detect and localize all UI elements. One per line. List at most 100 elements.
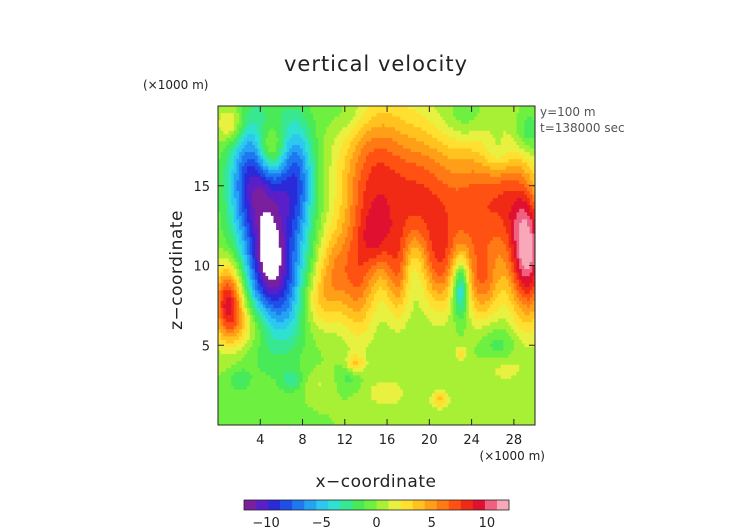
heatmap-cell (484, 201, 488, 206)
heatmap-cell (294, 155, 298, 160)
heatmap-cell (371, 127, 375, 132)
heatmap-cell (291, 134, 296, 139)
heatmap-cell (368, 237, 372, 242)
heatmap-cell (479, 141, 483, 146)
heatmap-cell (291, 205, 296, 210)
heatmap-cell (455, 215, 459, 220)
heatmap-cell (384, 198, 388, 203)
heatmap-cell (318, 208, 322, 213)
heatmap-cell (299, 169, 303, 174)
heatmap-cell (278, 120, 282, 125)
heatmap-cell (358, 155, 362, 160)
heatmap-cell (524, 205, 528, 210)
heatmap-cell (305, 162, 309, 167)
heatmap-cell (521, 166, 525, 171)
heatmap-cell (262, 251, 266, 256)
heatmap-cell (268, 137, 272, 142)
heatmap-cell (273, 240, 277, 245)
heatmap-cell (313, 187, 317, 192)
heatmap-cell (260, 205, 264, 210)
heatmap-cell (233, 144, 237, 149)
heatmap-cell (500, 233, 504, 238)
heatmap-cell (276, 134, 280, 139)
heatmap-cell (498, 130, 502, 135)
heatmap-cell (445, 222, 449, 227)
heatmap-cell (223, 194, 227, 199)
heatmap-cell (373, 155, 377, 160)
heatmap-cell (244, 194, 248, 199)
heatmap-cell (360, 152, 364, 157)
heatmap-cell (307, 144, 311, 149)
heatmap-cell (289, 191, 293, 196)
heatmap-cell (405, 201, 409, 206)
heatmap-cell (368, 106, 372, 110)
heatmap-cell (463, 113, 467, 118)
heatmap-cell (363, 191, 367, 196)
heatmap-cell (260, 169, 264, 174)
heatmap-cell (289, 180, 293, 185)
heatmap-cell (257, 137, 261, 142)
heatmap-cell (527, 113, 531, 118)
heatmap-cell (439, 152, 443, 157)
heatmap-cell (352, 141, 356, 146)
heatmap-cell (429, 155, 433, 160)
heatmap-cell (315, 130, 319, 135)
heatmap-cell (371, 183, 375, 188)
heatmap-cell (244, 251, 248, 256)
heatmap-cell (487, 120, 491, 125)
heatmap-cell (218, 240, 222, 245)
heatmap-cell (373, 162, 377, 167)
heatmap-cell (384, 141, 388, 146)
heatmap-cell (426, 155, 430, 160)
heatmap-cell (347, 208, 351, 213)
heatmap-cell (379, 230, 383, 234)
heatmap-cell (437, 152, 441, 157)
heatmap-cell (371, 187, 375, 192)
heatmap-cell (381, 106, 385, 110)
heatmap-cell (249, 166, 253, 171)
y-unit-label: (×1000 m) (143, 78, 208, 92)
heatmap-cell (468, 201, 472, 206)
heatmap-cell (410, 205, 414, 210)
heatmap-cell (249, 141, 253, 146)
heatmap-cell (500, 191, 504, 196)
heatmap-cell (233, 187, 237, 192)
heatmap-cell (262, 137, 266, 142)
heatmap-cell (273, 180, 277, 185)
heatmap-cell (373, 237, 377, 242)
heatmap-cell (276, 166, 280, 171)
heatmap-cell (471, 237, 475, 242)
heatmap-cell (270, 106, 274, 110)
heatmap-cell (387, 173, 391, 178)
heatmap-cell (252, 219, 256, 224)
heatmap-cell (355, 226, 359, 231)
heatmap-cell (492, 113, 496, 118)
heatmap-cell (339, 166, 343, 171)
heatmap-cell (458, 166, 462, 171)
heatmap-cell (315, 113, 319, 118)
heatmap-cell (508, 183, 512, 188)
heatmap-cell (352, 113, 356, 118)
heatmap-cell (389, 141, 393, 146)
heatmap-cell (442, 169, 446, 174)
heatmap-cell (410, 180, 414, 185)
heatmap-cell (313, 222, 317, 227)
heatmap-cell (511, 159, 515, 164)
heatmap-cell (442, 166, 446, 171)
heatmap-cell (431, 244, 436, 249)
heatmap-cell (318, 219, 322, 224)
heatmap-cell (490, 109, 494, 114)
heatmap-cell (315, 198, 319, 203)
heatmap-cell (331, 176, 335, 181)
heatmap-cell (270, 226, 274, 231)
heatmap-cell (252, 194, 256, 199)
heatmap-cell (402, 251, 406, 256)
heatmap-cell (413, 155, 417, 160)
heatmap-cell (445, 141, 449, 146)
heatmap-cell (254, 215, 259, 220)
heatmap-cell (360, 134, 364, 139)
heatmap-cell (392, 123, 396, 128)
heatmap-cell (439, 183, 443, 188)
heatmap-cell (260, 109, 264, 114)
heatmap-cell (513, 237, 517, 242)
